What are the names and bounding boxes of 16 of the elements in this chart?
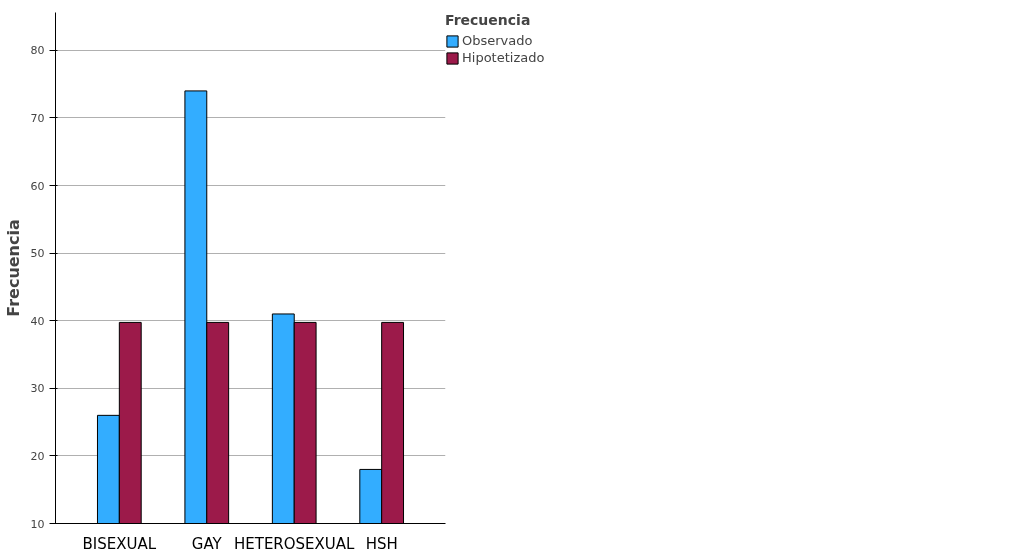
legend-title: Frecuencia (445, 12, 532, 28)
y-tick-label: 50 (30, 247, 45, 261)
y-tick-label: 40 (30, 314, 45, 328)
y-axis-title: Frecuencia (3, 219, 23, 317)
y-tick-label: 20 (30, 449, 45, 463)
y-tick-label: 70 (30, 111, 45, 125)
legend-label: Hipotetizado (462, 50, 545, 65)
x-tick-label: GAY (191, 534, 223, 553)
x-tick-label: BISEXUAL (82, 534, 157, 553)
x-tick-label: HSH (365, 534, 398, 553)
x-tick-label: HETEROSEXUAL (233, 534, 356, 553)
y-tick-label: 10 (30, 517, 45, 531)
y-tick-label: 30 (30, 382, 45, 396)
y-tick-label: 80 (30, 44, 45, 58)
legend-label: Observado (462, 33, 533, 48)
y-tick-label: 60 (30, 179, 45, 193)
